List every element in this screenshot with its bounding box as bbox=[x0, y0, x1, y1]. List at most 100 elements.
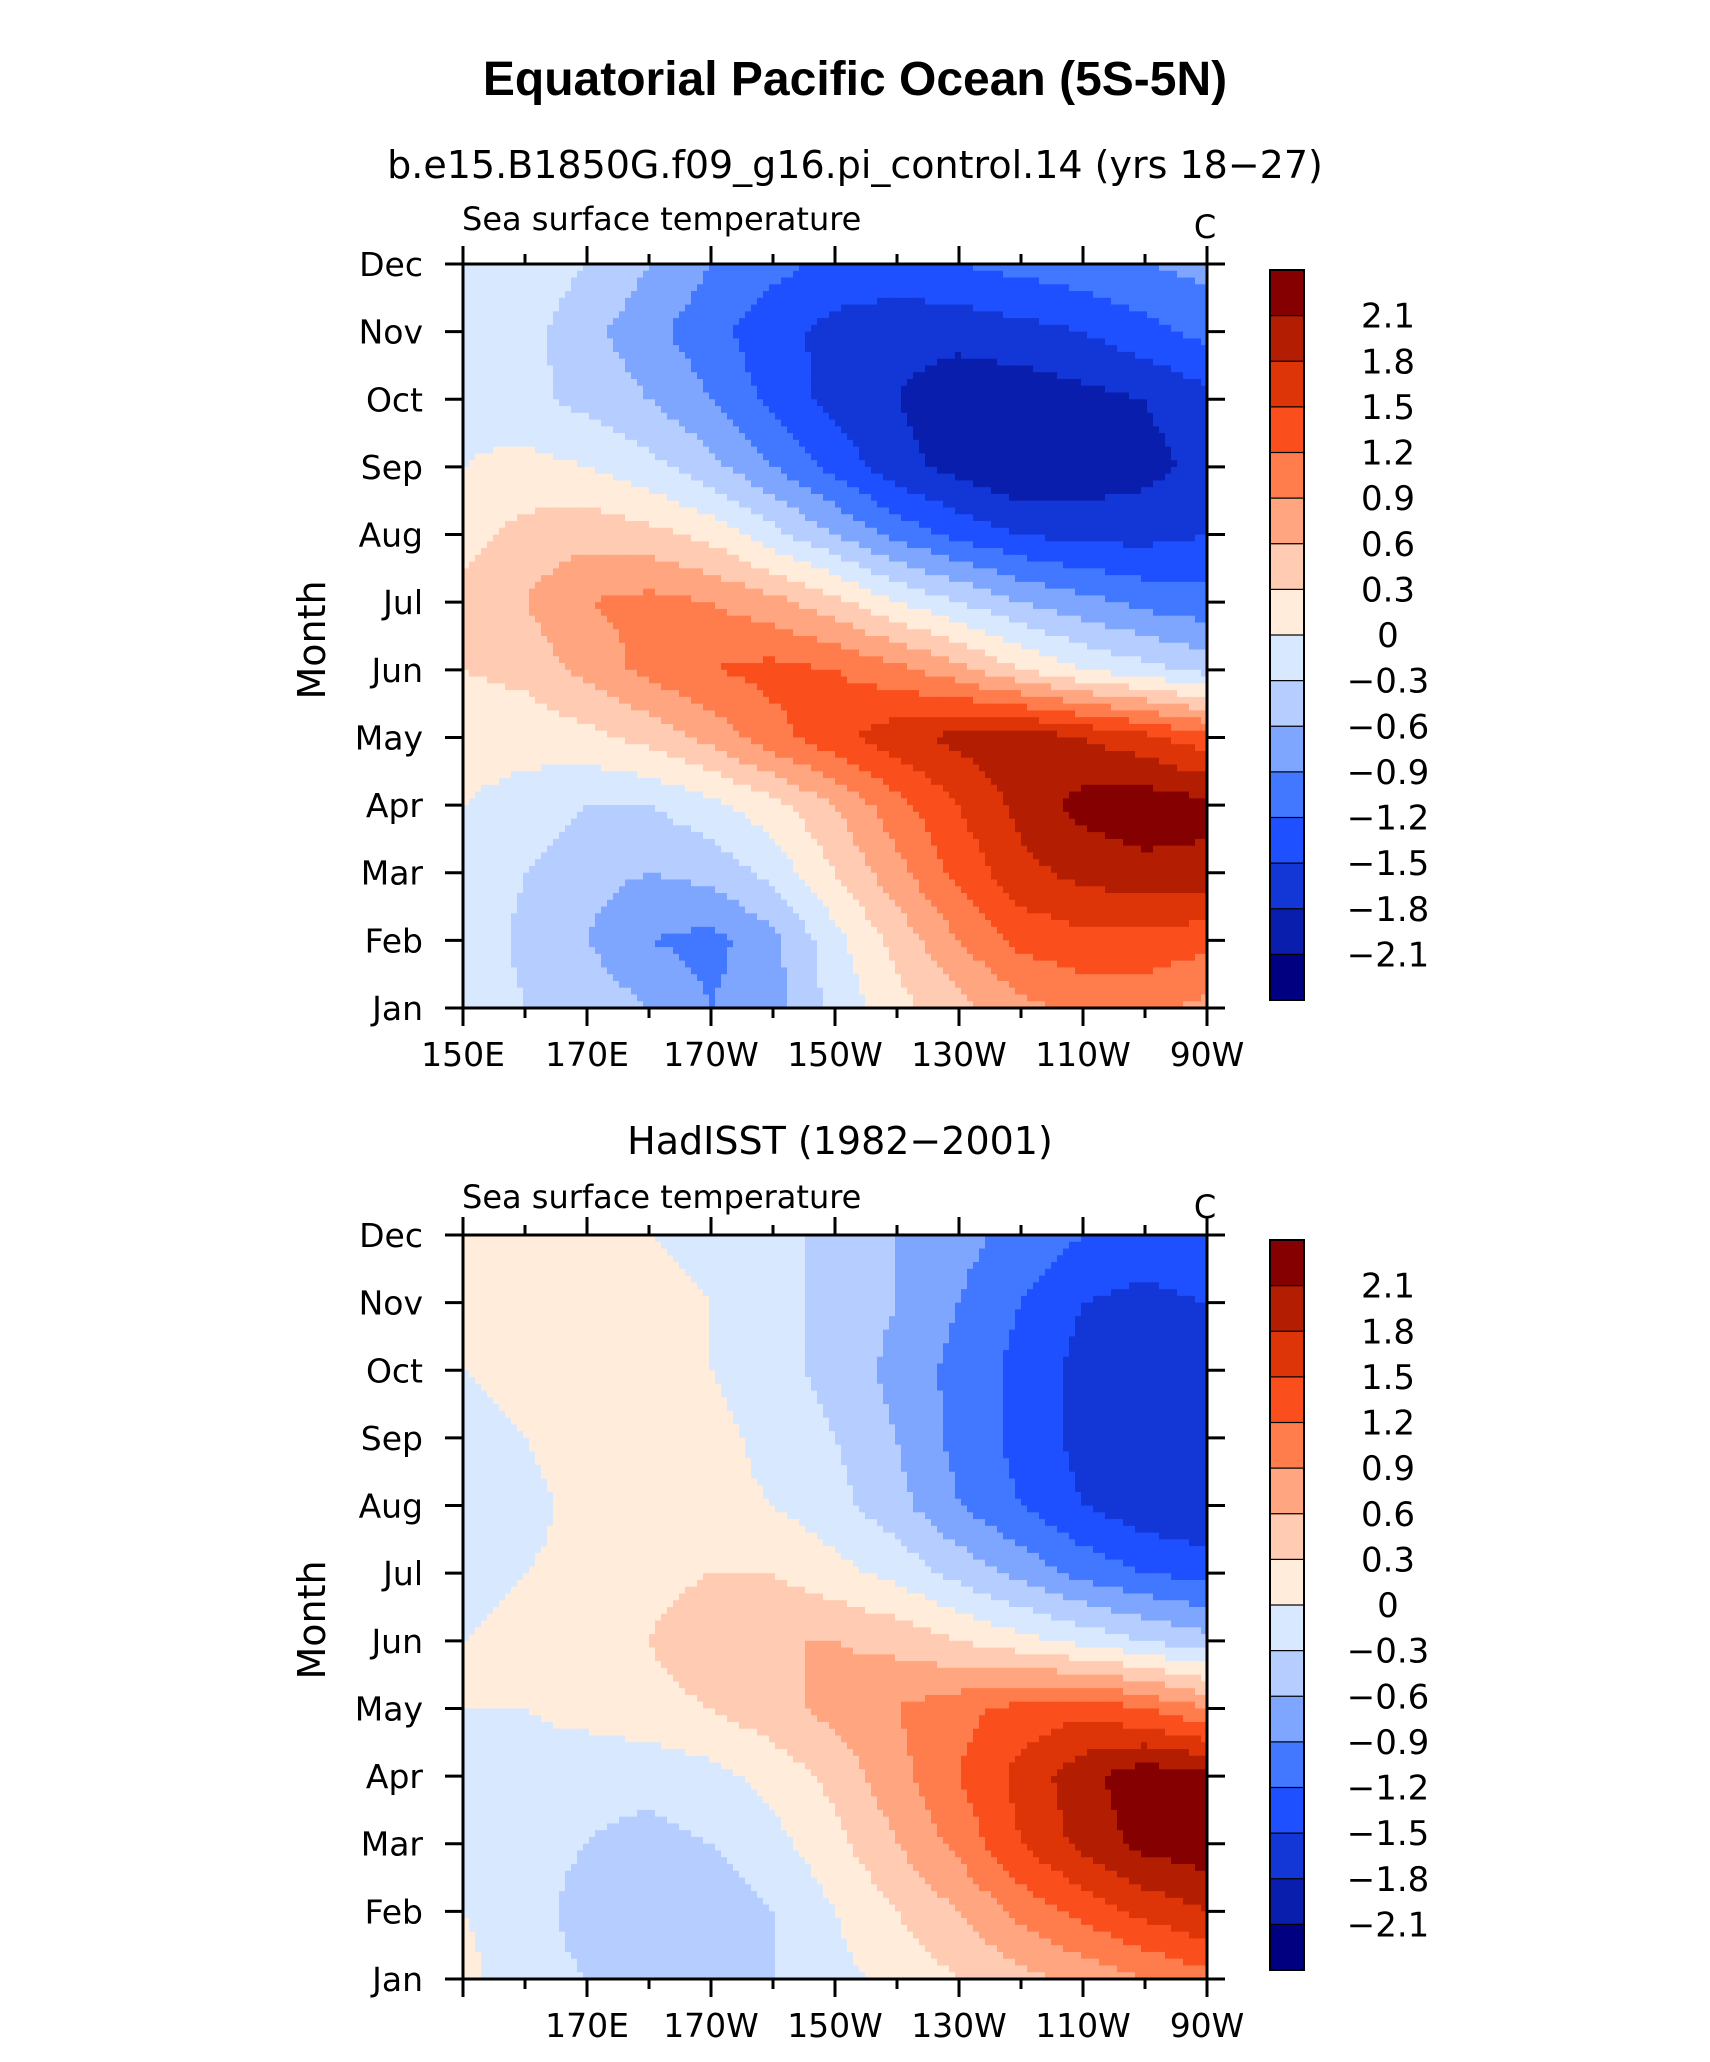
contour-cell bbox=[535, 324, 542, 333]
contour-cell bbox=[1033, 385, 1040, 394]
contour-cell bbox=[697, 318, 704, 326]
contour-cell bbox=[1189, 378, 1196, 387]
contour-cell bbox=[1135, 412, 1142, 421]
contour-cell bbox=[727, 487, 734, 495]
contour-cell bbox=[871, 345, 878, 353]
contour-cell bbox=[499, 345, 506, 353]
contour-cell bbox=[613, 277, 620, 285]
contour-cell bbox=[805, 460, 812, 468]
contour-cell bbox=[1021, 284, 1028, 292]
contour-cell bbox=[721, 433, 728, 441]
contour-cell bbox=[643, 291, 650, 299]
contour-cell bbox=[865, 466, 872, 475]
contour-cell bbox=[997, 392, 1004, 400]
contour-cell bbox=[961, 426, 968, 434]
contour-cell bbox=[619, 426, 626, 434]
contour-cell bbox=[769, 473, 776, 482]
contour-cell bbox=[1141, 270, 1148, 279]
contour-cell bbox=[895, 365, 902, 373]
contour-cell bbox=[775, 453, 782, 461]
contour-cell bbox=[1033, 473, 1040, 482]
contour-cell bbox=[601, 304, 608, 312]
contour-cell bbox=[619, 297, 626, 306]
contour-cell bbox=[1009, 426, 1016, 434]
contour-cell bbox=[727, 345, 734, 353]
contour-cell bbox=[679, 399, 686, 407]
contour-cell bbox=[1165, 521, 1172, 529]
contour-cell bbox=[805, 365, 812, 373]
contour-cell bbox=[871, 338, 878, 346]
contour-cell bbox=[511, 412, 518, 421]
contour-cell bbox=[985, 324, 992, 333]
contour-cell bbox=[1123, 264, 1130, 272]
contour-cell bbox=[1141, 480, 1148, 488]
contour-cell bbox=[1057, 460, 1064, 468]
contour-cell bbox=[685, 297, 692, 306]
contour-cell bbox=[901, 345, 908, 353]
contour-cell bbox=[1117, 318, 1124, 326]
contour-cell bbox=[1177, 311, 1184, 319]
contour-cell bbox=[979, 392, 986, 400]
contour-cell bbox=[499, 264, 506, 272]
contour-cell bbox=[499, 365, 506, 373]
contour-cell bbox=[961, 514, 968, 522]
contour-cell bbox=[661, 412, 668, 421]
contour-cell bbox=[781, 439, 788, 448]
contour-cell bbox=[511, 439, 518, 448]
contour-cell bbox=[697, 446, 704, 454]
contour-cell bbox=[1021, 331, 1028, 339]
contour-cell bbox=[517, 392, 524, 400]
contour-cell bbox=[1021, 338, 1028, 346]
contour-cell bbox=[475, 270, 482, 279]
contour-cell bbox=[631, 385, 638, 394]
contour-cell bbox=[499, 284, 506, 292]
contour-cell bbox=[1087, 453, 1094, 461]
contour-cell bbox=[649, 426, 656, 434]
contour-cell bbox=[775, 331, 782, 339]
contour-cell bbox=[901, 433, 908, 441]
contour-cell bbox=[463, 446, 470, 454]
contour-cell bbox=[1075, 433, 1082, 441]
contour-cell bbox=[1051, 399, 1058, 407]
contour-cell bbox=[679, 487, 686, 495]
contour-cell bbox=[1027, 378, 1034, 387]
contour-cell bbox=[631, 406, 638, 414]
contour-cell bbox=[1177, 473, 1184, 482]
contour-cell bbox=[631, 439, 638, 448]
contour-cell bbox=[973, 453, 980, 461]
contour-cell bbox=[907, 304, 914, 312]
contour-cell bbox=[673, 460, 680, 468]
contour-cell bbox=[475, 487, 482, 495]
contour-cell bbox=[859, 446, 866, 454]
contour-cell bbox=[1141, 264, 1148, 272]
contour-cell bbox=[739, 521, 746, 529]
contour-cell bbox=[541, 480, 548, 488]
contour-cell bbox=[595, 345, 602, 353]
contour-cell bbox=[481, 527, 488, 536]
contour-cell bbox=[475, 500, 482, 509]
contour-cell bbox=[775, 270, 782, 279]
contour-cell bbox=[973, 392, 980, 400]
contour-cell bbox=[883, 351, 890, 360]
contour-cell bbox=[577, 284, 584, 292]
contour-cell bbox=[829, 284, 836, 292]
contour-cell bbox=[1003, 460, 1010, 468]
contour-cell bbox=[859, 304, 866, 312]
contour-cell bbox=[1075, 291, 1082, 299]
contour-cell bbox=[853, 507, 860, 515]
contour-cell bbox=[535, 406, 542, 414]
contour-cell bbox=[469, 284, 476, 292]
contour-cell bbox=[613, 311, 620, 319]
contour-cell bbox=[757, 507, 764, 515]
contour-cell bbox=[925, 264, 932, 272]
contour-cell bbox=[1033, 439, 1040, 448]
contour-cell bbox=[1105, 514, 1112, 522]
contour-cell bbox=[1057, 378, 1064, 387]
contour-cell bbox=[1195, 460, 1202, 468]
contour-cell bbox=[1069, 439, 1076, 448]
contour-cell bbox=[535, 399, 542, 407]
contour-cell bbox=[499, 473, 506, 482]
contour-cell bbox=[1123, 331, 1130, 339]
contour-cell bbox=[691, 365, 698, 373]
contour-cell bbox=[1183, 426, 1190, 434]
